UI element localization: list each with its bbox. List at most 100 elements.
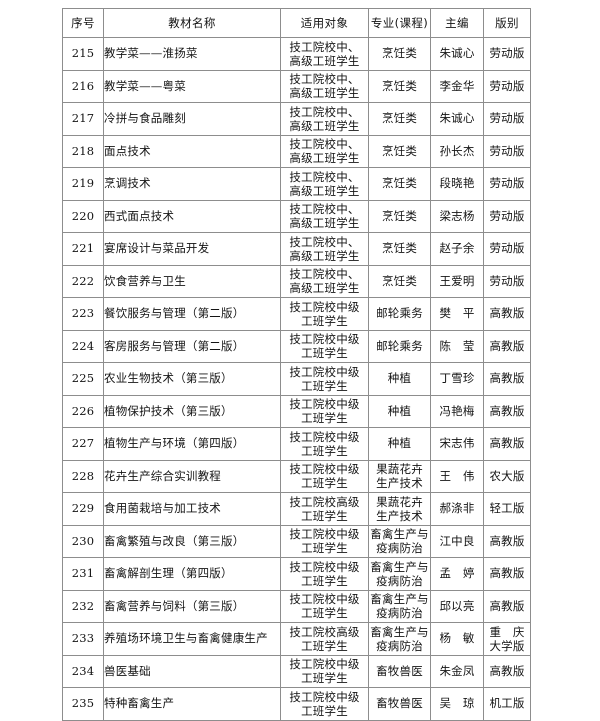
cell-chief-editor: 樊 平 <box>430 297 484 331</box>
cell-major-course: 畜禽生产与 疫病防治 <box>368 589 431 623</box>
column-header-target: 适用对象 <box>280 8 369 38</box>
cell-sequence-number: 225 <box>62 362 104 396</box>
cell-target-audience: 技工院校中、 高级工班学生 <box>280 232 369 266</box>
column-header-pub: 版别 <box>483 8 531 38</box>
cell-target-audience: 技工院校中级 工班学生 <box>280 297 369 331</box>
cell-textbook-title: 畜禽解剖生理（第四版） <box>103 557 281 591</box>
table-row: 224 客房服务与管理（第二版） 技工院校中级 工班学生 邮轮乘务陈 莹高教版 <box>62 329 531 363</box>
cell-sequence-number: 229 <box>62 492 104 526</box>
cell-chief-editor: 陈 莹 <box>430 329 484 363</box>
cell-target-audience: 技工院校高级 工班学生 <box>280 492 369 526</box>
table-row: 228 花卉生产综合实训教程 技工院校中级 工班学生 果蔬花卉 生产技术王 伟农大版 <box>62 459 531 493</box>
cell-sequence-number: 234 <box>62 654 104 688</box>
cell-publisher-edition: 高教版 <box>483 654 531 688</box>
cell-publisher-edition: 高教版 <box>483 427 531 461</box>
cell-textbook-title: 餐饮服务与管理（第二版） <box>103 297 281 331</box>
cell-target-audience: 技工院校中、 高级工班学生 <box>280 134 369 168</box>
cell-major-course: 烹饪类 <box>368 102 431 136</box>
textbook-catalog-table: 序号 教材名称 适用对象 专业(课程) 主编 版别 215 教学菜——淮扬菜 技工院… <box>62 8 531 721</box>
cell-chief-editor: 朱诚心 <box>430 102 484 136</box>
cell-sequence-number: 230 <box>62 524 104 558</box>
cell-major-course: 畜禽生产与 疫病防治 <box>368 622 431 656</box>
table-row: 227 植物生产与环境（第四版） 技工院校中级 工班学生 种植 宋志伟 高教版 <box>62 427 531 461</box>
table-row: 229 食用菌栽培与加工技术 技工院校高级 工班学生 果蔬花卉 生产技术 郝涤非 轻工版 <box>62 492 531 526</box>
cell-major-course: 种植 <box>368 394 431 428</box>
table-header: 序号 教材名称 适用对象 专业(课程) 主编 版别 <box>62 8 531 38</box>
cell-target-audience: 技工院校中级 工班学生 <box>280 557 369 591</box>
table-row: 232 畜禽营养与饲料（第三版） 技工院校中级 工班学生 畜禽生产与 疫病防治 邱以亮 高教版 <box>62 589 531 623</box>
cell-chief-editor: 吴 琼 <box>430 687 484 721</box>
cell-sequence-number: 226 <box>62 394 104 428</box>
cell-publisher-edition: 劳动版 <box>483 264 531 298</box>
cell-textbook-title: 农业生物技术（第三版） <box>103 362 281 396</box>
cell-major-course: 畜禽生产与 疫病防治 <box>368 557 431 591</box>
cell-textbook-title: 畜禽繁殖与改良（第三版） <box>103 524 281 558</box>
cell-major-course: 烹饪类 <box>368 264 431 298</box>
cell-target-audience: 技工院校中级 工班学生 <box>280 654 369 688</box>
cell-sequence-number: 216 <box>62 69 104 103</box>
cell-textbook-title: 宴席设计与菜品开发 <box>103 232 281 266</box>
cell-publisher-edition: 劳动版 <box>483 102 531 136</box>
cell-sequence-number: 233 <box>62 622 104 656</box>
cell-textbook-title: 教学菜——淮扬菜 <box>103 37 281 71</box>
table-row: 219 烹调技术 技工院校中、 高级工班学生 烹饪类 段晓艳 劳动版 <box>62 167 531 201</box>
table-row: 235 特种畜禽生产 技工院校中级 工班学生 畜牧兽医吴 琼机工版 <box>62 687 531 721</box>
cell-textbook-title: 畜禽营养与饲料（第三版） <box>103 589 281 623</box>
cell-textbook-title: 植物保护技术（第三版） <box>103 394 281 428</box>
header-row: 序号 教材名称 适用对象 专业(课程) 主编 版别 <box>62 8 531 38</box>
cell-textbook-title: 客房服务与管理（第二版） <box>103 329 281 363</box>
cell-sequence-number: 228 <box>62 459 104 493</box>
cell-sequence-number: 224 <box>62 329 104 363</box>
cell-chief-editor: 梁志杨 <box>430 199 484 233</box>
table-row: 218 面点技术 技工院校中、 高级工班学生 烹饪类 孙长杰 劳动版 <box>62 134 531 168</box>
cell-target-audience: 技工院校中、 高级工班学生 <box>280 69 369 103</box>
cell-major-course: 果蔬花卉 生产技术 <box>368 459 431 493</box>
cell-chief-editor: 王 伟 <box>430 459 484 493</box>
cell-sequence-number: 231 <box>62 557 104 591</box>
cell-textbook-title: 教学菜——粤菜 <box>103 69 281 103</box>
cell-textbook-title: 花卉生产综合实训教程 <box>103 459 281 493</box>
cell-target-audience: 技工院校中级 工班学生 <box>280 589 369 623</box>
cell-chief-editor: 李金华 <box>430 69 484 103</box>
cell-target-audience: 技工院校中、 高级工班学生 <box>280 37 369 71</box>
cell-sequence-number: 219 <box>62 167 104 201</box>
cell-chief-editor: 王爱明 <box>430 264 484 298</box>
cell-publisher-edition: 劳动版 <box>483 69 531 103</box>
table-row: 234 兽医基础 技工院校中级 工班学生 畜牧兽医 朱金凤 高教版 <box>62 654 531 688</box>
cell-sequence-number: 221 <box>62 232 104 266</box>
cell-chief-editor: 朱金凤 <box>430 654 484 688</box>
cell-major-course: 烹饪类 <box>368 167 431 201</box>
cell-textbook-title: 食用菌栽培与加工技术 <box>103 492 281 526</box>
cell-textbook-title: 植物生产与环境（第四版） <box>103 427 281 461</box>
table-row: 215 教学菜——淮扬菜 技工院校中、 高级工班学生 烹饪类 朱诚心 劳动版 <box>62 37 531 71</box>
cell-major-course: 种植 <box>368 362 431 396</box>
cell-textbook-title: 西式面点技术 <box>103 199 281 233</box>
cell-chief-editor: 段晓艳 <box>430 167 484 201</box>
cell-sequence-number: 222 <box>62 264 104 298</box>
cell-sequence-number: 223 <box>62 297 104 331</box>
column-header-seq: 序号 <box>62 8 104 38</box>
cell-major-course: 烹饪类 <box>368 134 431 168</box>
table-row: 223 餐饮服务与管理（第二版） 技工院校中级 工班学生 邮轮乘务樊 平高教版 <box>62 297 531 331</box>
cell-target-audience: 技工院校中、 高级工班学生 <box>280 167 369 201</box>
cell-chief-editor: 江中良 <box>430 524 484 558</box>
cell-publisher-edition: 高教版 <box>483 394 531 428</box>
cell-publisher-edition: 劳动版 <box>483 199 531 233</box>
cell-publisher-edition: 劳动版 <box>483 167 531 201</box>
cell-major-course: 邮轮乘务 <box>368 329 431 363</box>
cell-sequence-number: 227 <box>62 427 104 461</box>
cell-sequence-number: 232 <box>62 589 104 623</box>
cell-textbook-title: 兽医基础 <box>103 654 281 688</box>
cell-target-audience: 技工院校中级 工班学生 <box>280 459 369 493</box>
cell-publisher-edition: 劳动版 <box>483 37 531 71</box>
cell-target-audience: 技工院校中级 工班学生 <box>280 362 369 396</box>
cell-target-audience: 技工院校中级 工班学生 <box>280 329 369 363</box>
table-row: 216 教学菜——粤菜 技工院校中、 高级工班学生 烹饪类 李金华 劳动版 <box>62 69 531 103</box>
table-row: 226 植物保护技术（第三版） 技工院校中级 工班学生 种植 冯艳梅 高教版 <box>62 394 531 428</box>
table-row: 231 畜禽解剖生理（第四版） 技工院校中级 工班学生 畜禽生产与 疫病防治孟 婷高教版 <box>62 557 531 591</box>
cell-sequence-number: 215 <box>62 37 104 71</box>
cell-major-course: 畜禽生产与 疫病防治 <box>368 524 431 558</box>
column-header-editor: 主编 <box>430 8 484 38</box>
cell-textbook-title: 养殖场环境卫生与畜禽健康生产 <box>103 622 281 656</box>
